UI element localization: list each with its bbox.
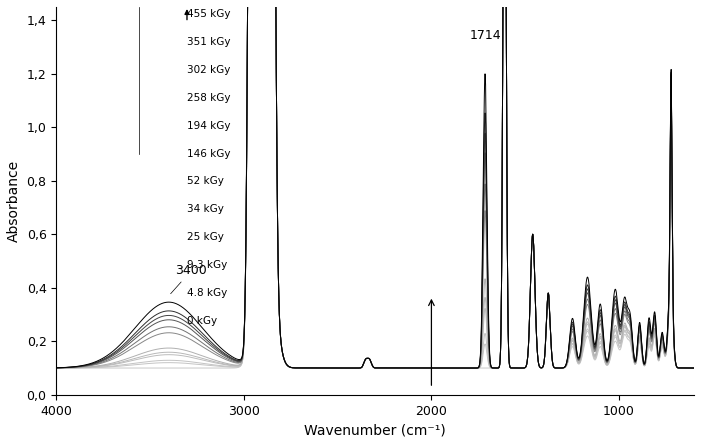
Text: 1714: 1714 <box>469 29 501 42</box>
Text: 34 kGy: 34 kGy <box>187 204 224 214</box>
X-axis label: Wavenumber (cm⁻¹): Wavenumber (cm⁻¹) <box>304 423 446 437</box>
Text: 302 kGy: 302 kGy <box>187 65 231 75</box>
Text: 3400: 3400 <box>170 264 207 294</box>
Y-axis label: Absorbance: Absorbance <box>7 160 21 242</box>
Text: 25 kGy: 25 kGy <box>187 232 224 242</box>
Text: 52 kGy: 52 kGy <box>187 176 224 186</box>
Text: 146 kGy: 146 kGy <box>187 148 231 159</box>
Text: 351 kGy: 351 kGy <box>187 37 231 47</box>
Text: 0 kGy: 0 kGy <box>187 316 217 326</box>
Text: 9.3 kGy: 9.3 kGy <box>187 260 227 270</box>
Text: 258 kGy: 258 kGy <box>187 93 231 103</box>
Text: 455 kGy: 455 kGy <box>187 9 231 19</box>
Text: 4.8 kGy: 4.8 kGy <box>187 288 227 298</box>
Text: 194 kGy: 194 kGy <box>187 121 231 131</box>
